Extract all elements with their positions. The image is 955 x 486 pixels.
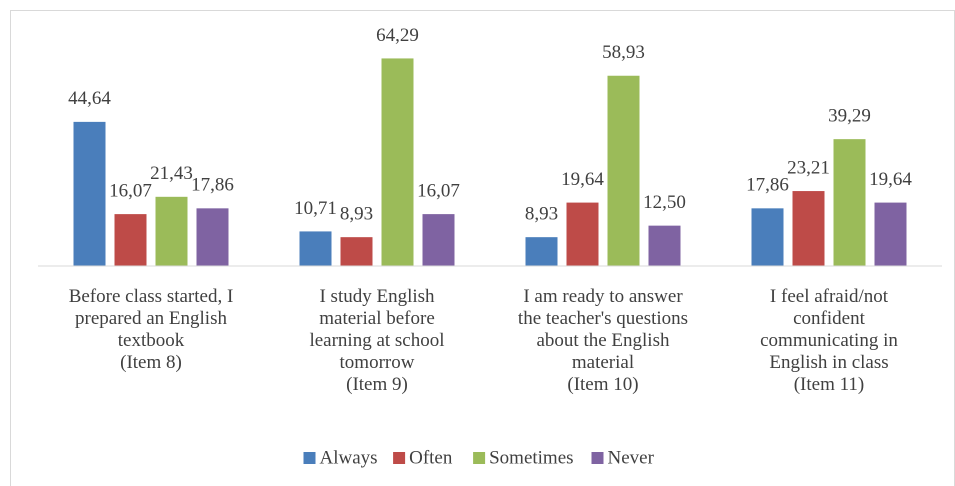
bar [607,75,640,266]
bar [566,202,599,266]
bar [299,231,332,266]
data-label: 16,07 [109,180,152,201]
x-tick-label-line: communicating in [760,330,898,351]
x-tick-label-line: material before [319,308,435,329]
bar [874,202,907,266]
x-tick-label-line: about the English [537,330,670,351]
x-tick-label: I feel afraid/not confident communicating … [760,286,898,395]
x-tick-label-line: (Item 9) [346,374,408,395]
data-label: 10,71 [294,198,337,219]
bar [422,214,455,266]
x-tick-label-line: tomorrow [340,352,415,373]
data-label: 39,29 [828,106,871,127]
bar [114,214,147,266]
legend-swatch [303,452,316,464]
bar [648,225,681,266]
bar [73,121,106,266]
data-label: 16,07 [417,180,460,201]
bar [751,208,784,266]
bar [381,58,414,266]
data-label: 64,29 [376,25,419,46]
bar [833,139,866,266]
data-label: 44,64 [68,88,111,109]
x-tick-label-line: learning at school [309,330,444,351]
bar [196,208,229,266]
legend-label: Often [409,447,453,468]
data-label: 58,93 [602,42,645,63]
bar [155,196,188,266]
legend-swatch [393,452,406,464]
data-label: 12,50 [643,192,686,213]
x-tick-label: I am ready to answer the teacher's questi… [518,286,688,395]
data-label: 8,93 [340,204,373,225]
legend-label: Never [608,447,655,468]
data-label: 21,43 [150,163,193,184]
data-label: 17,86 [746,175,789,196]
bar [792,191,825,266]
x-tick-label-line: (Item 8) [120,352,182,373]
x-tick-label-line: the teacher's questions [518,308,688,329]
x-tick-label-line: English in class [769,352,888,373]
legend-swatch [591,452,604,464]
bar [340,237,373,266]
legend-swatch [473,452,486,464]
x-tick-label-line: textbook [118,330,185,351]
x-tick-label-line: I am ready to answer [523,286,683,307]
x-tick-label-line: Before class started, I [69,286,234,307]
data-label: 19,64 [561,169,604,190]
x-tick-label-line: I feel afraid/not [770,286,889,307]
bar [525,237,558,266]
x-tick-label-line: I study English [319,286,435,307]
data-label: 23,21 [787,157,830,178]
data-label: 17,86 [191,175,234,196]
x-tick-label-line: prepared an English [75,308,227,329]
data-label: 8,93 [525,204,558,225]
x-tick-label-line: confident [793,308,865,329]
data-label: 19,64 [869,169,912,190]
x-tick-label-line: (Item 11) [794,374,865,395]
x-tick-label: I study English material before learning a… [309,286,444,395]
x-tick-label-line: (Item 10) [567,374,638,395]
legend-label: Always [320,447,378,468]
x-tick-label-line: material [572,352,634,373]
legend-label: Sometimes [489,447,573,468]
